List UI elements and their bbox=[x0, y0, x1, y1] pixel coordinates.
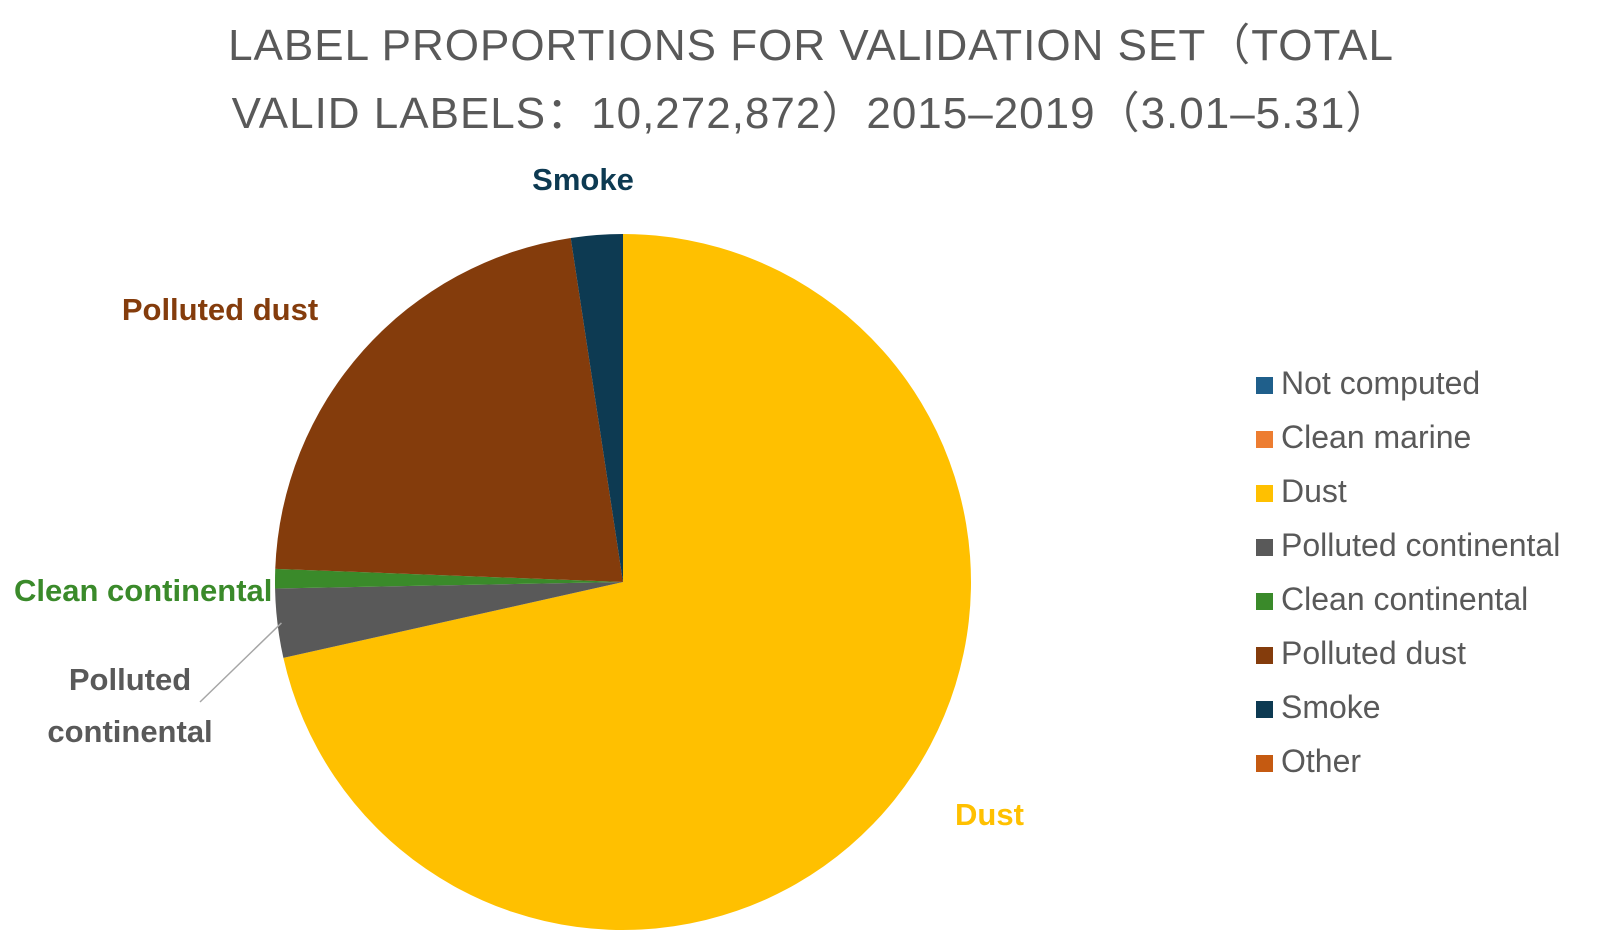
legend-swatch-dust bbox=[1256, 485, 1273, 502]
legend-label-smoke: Smoke bbox=[1281, 689, 1381, 725]
pie-slice-polluted-dust bbox=[275, 237, 623, 582]
pie-slice-polluted-continental bbox=[275, 582, 623, 658]
legend-label-not-computed: Not computed bbox=[1281, 365, 1480, 401]
legend: Not computed Clean marine Dust Polluted con… bbox=[1256, 365, 1560, 779]
leader-line-polluted-continental bbox=[199, 622, 282, 703]
chart-title-line-1: LABEL PROPORTIONS FOR VALIDATION SET（TOT… bbox=[228, 21, 1394, 70]
legend-item-dust: Dust bbox=[1256, 473, 1347, 509]
legend-label-clean-marine: Clean marine bbox=[1281, 419, 1471, 455]
legend-item-not-computed: Not computed bbox=[1256, 365, 1480, 401]
legend-label-polluted-continental: Polluted continental bbox=[1281, 527, 1560, 563]
legend-item-smoke: Smoke bbox=[1256, 689, 1381, 725]
legend-label-dust: Dust bbox=[1281, 473, 1347, 509]
pie-slices bbox=[274, 234, 971, 930]
slice-label-dust: Dust bbox=[955, 797, 1024, 832]
legend-swatch-other bbox=[1256, 755, 1273, 772]
legend-item-clean-continental: Clean continental bbox=[1256, 581, 1528, 617]
legend-label-polluted-dust: Polluted dust bbox=[1281, 635, 1466, 671]
legend-item-clean-marine: Clean marine bbox=[1256, 419, 1471, 455]
legend-item-polluted-continental: Polluted continental bbox=[1256, 527, 1560, 563]
slice-label-polluted-continental: Polluted continental bbox=[47, 662, 212, 749]
legend-swatch-clean-continental bbox=[1256, 593, 1273, 610]
slice-label-smoke: Smoke bbox=[532, 162, 634, 197]
legend-swatch-polluted-dust bbox=[1256, 647, 1273, 664]
leader-lines bbox=[199, 622, 282, 703]
pie-slice-clean-continental bbox=[274, 568, 623, 589]
chart-title-line-2: VALID LABELS：10,272,872）2015–2019（3.01–5… bbox=[232, 89, 1391, 138]
slice-label-polluted-dust: Polluted dust bbox=[122, 292, 318, 327]
legend-label-clean-continental: Clean continental bbox=[1281, 581, 1528, 617]
slice-labels: Dust Polluted continental Clean continental… bbox=[14, 162, 1024, 832]
slice-label-clean-continental: Clean continental bbox=[14, 573, 272, 608]
pie-slice-dust bbox=[283, 234, 971, 930]
legend-item-polluted-dust: Polluted dust bbox=[1256, 635, 1466, 671]
chart-title: LABEL PROPORTIONS FOR VALIDATION SET（TOT… bbox=[228, 21, 1394, 138]
legend-item-other: Other bbox=[1256, 743, 1361, 779]
legend-swatch-polluted-continental bbox=[1256, 539, 1273, 556]
legend-swatch-clean-marine bbox=[1256, 431, 1273, 448]
legend-label-other: Other bbox=[1281, 743, 1361, 779]
pie-slice-smoke bbox=[570, 234, 623, 582]
legend-swatch-not-computed bbox=[1256, 377, 1273, 394]
legend-swatch-smoke bbox=[1256, 701, 1273, 718]
